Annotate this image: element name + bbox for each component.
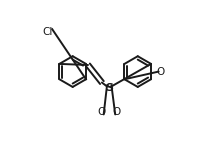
Text: O: O [156, 67, 164, 77]
Text: O: O [98, 107, 106, 117]
Text: Cl: Cl [43, 27, 53, 37]
Text: S: S [105, 83, 113, 93]
Text: O: O [113, 107, 121, 117]
